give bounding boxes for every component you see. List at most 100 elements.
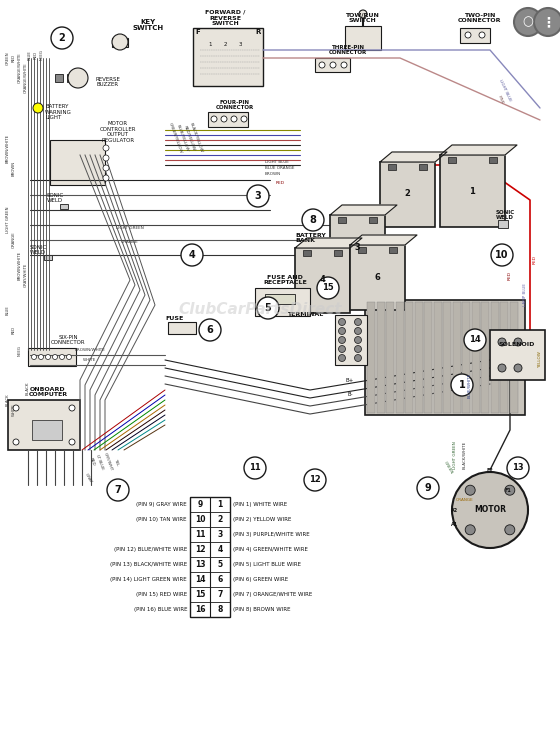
Bar (60, 204, 68, 209)
Text: (PIN 1) WHITE WIRE: (PIN 1) WHITE WIRE (233, 502, 287, 507)
Text: YELLOW: YELLOW (538, 351, 542, 369)
Circle shape (465, 32, 471, 38)
Bar (28, 348, 76, 366)
Text: LIGHT GREEN: LIGHT GREEN (453, 441, 457, 469)
Circle shape (39, 354, 44, 360)
Text: 1: 1 (459, 380, 465, 390)
Circle shape (59, 354, 64, 360)
Text: 2: 2 (223, 43, 227, 48)
Text: FORWARD /
REVERSE
SWITCH: FORWARD / REVERSE SWITCH (205, 10, 245, 26)
Circle shape (452, 472, 528, 548)
Bar (365, 300, 525, 415)
Text: TERMINAL: TERMINAL (287, 313, 323, 318)
Bar (168, 322, 196, 334)
Text: 11: 11 (195, 530, 206, 539)
Text: A2: A2 (451, 507, 459, 513)
Text: NEEG: NEEG (18, 345, 22, 356)
Polygon shape (350, 235, 417, 245)
Text: MOTOR
CONTROLLER
OUTPUT
REGULATOR: MOTOR CONTROLLER OUTPUT REGULATOR (100, 121, 136, 143)
Bar (440, 155, 505, 227)
Text: 12: 12 (309, 475, 321, 484)
Text: RED: RED (12, 326, 16, 334)
Circle shape (211, 116, 217, 122)
Text: 13: 13 (512, 463, 524, 472)
Bar (448, 157, 456, 163)
Text: (PIN 10) TAN WIRE: (PIN 10) TAN WIRE (137, 517, 187, 522)
Text: LAMP BLUE: LAMP BLUE (523, 283, 527, 307)
Text: 7: 7 (115, 485, 122, 495)
Circle shape (317, 277, 339, 299)
Text: 5: 5 (217, 560, 222, 569)
Text: WHITE: WHITE (12, 404, 16, 416)
Text: RED: RED (34, 51, 38, 59)
Circle shape (107, 479, 129, 501)
Bar (255, 288, 310, 316)
Text: 1: 1 (217, 500, 223, 509)
Bar (50, 140, 105, 185)
Text: LIGHT BLUE: LIGHT BLUE (498, 78, 512, 101)
Bar (358, 247, 366, 253)
Bar (414, 302, 422, 413)
Text: 6: 6 (374, 272, 380, 281)
Text: BLACK: BLACK (26, 381, 30, 395)
Text: 7: 7 (217, 590, 223, 599)
Circle shape (354, 354, 362, 362)
Bar (481, 302, 489, 413)
Text: BLACK: BLACK (6, 394, 10, 407)
Text: FUSE: FUSE (166, 316, 184, 321)
Circle shape (67, 354, 72, 360)
Text: 6: 6 (217, 575, 223, 584)
Text: LIGHT GREEN: LIGHT GREEN (116, 226, 144, 230)
Text: (PIN 12) BLUE/WHITE WIRE: (PIN 12) BLUE/WHITE WIRE (114, 547, 187, 552)
Text: RED: RED (88, 457, 95, 467)
Bar (419, 164, 427, 170)
Text: A1: A1 (451, 522, 459, 527)
Text: NEEG: NEEG (40, 49, 44, 60)
Text: YEL: YEL (113, 458, 119, 466)
Text: BROWN/WHITE: BROWN/WHITE (6, 134, 10, 163)
Bar (295, 248, 350, 313)
Text: SONIC
WELD: SONIC WELD (496, 210, 515, 220)
Circle shape (338, 327, 346, 334)
Bar (498, 220, 508, 228)
Text: 8: 8 (310, 215, 316, 225)
Text: THREE-PIN
CONNECTOR: THREE-PIN CONNECTOR (329, 45, 367, 55)
Text: (PIN 5) LIGHT BLUE WIRE: (PIN 5) LIGHT BLUE WIRE (233, 562, 301, 567)
Circle shape (354, 327, 362, 334)
Text: MOTOR: MOTOR (474, 506, 506, 515)
Text: TOW/RUN
SWITCH: TOW/RUN SWITCH (345, 13, 379, 23)
Circle shape (354, 336, 362, 343)
Bar (32, 420, 62, 440)
Text: RED: RED (276, 181, 284, 185)
Circle shape (68, 68, 88, 88)
Text: R: R (255, 29, 261, 35)
Text: GREEN: GREEN (6, 51, 10, 65)
Bar (369, 217, 377, 223)
Bar (335, 315, 367, 365)
Text: BATTERY
WARNING
LIGHT: BATTERY WARNING LIGHT (45, 104, 72, 120)
Text: (PIN 7) ORANGE/WHITE WIRE: (PIN 7) ORANGE/WHITE WIRE (233, 592, 312, 597)
Text: SONIC
WELD: SONIC WELD (46, 192, 64, 204)
Bar (334, 250, 342, 256)
Bar (376, 302, 385, 413)
Bar (303, 250, 311, 256)
Circle shape (359, 10, 367, 18)
Text: 15: 15 (195, 590, 205, 599)
Circle shape (103, 175, 109, 181)
Text: KEY
SWITCH: KEY SWITCH (132, 19, 164, 31)
Circle shape (330, 62, 336, 68)
Text: 14: 14 (195, 575, 206, 584)
Circle shape (218, 468, 342, 592)
Text: LIGHT BLUE: LIGHT BLUE (265, 160, 289, 164)
Circle shape (417, 477, 439, 499)
Circle shape (514, 338, 522, 346)
Bar (190, 497, 230, 617)
Circle shape (465, 524, 475, 535)
Text: GREEN: GREEN (442, 461, 454, 475)
Text: (PIN 15) RED WIRE: (PIN 15) RED WIRE (136, 592, 187, 597)
Circle shape (507, 457, 529, 479)
Text: LIGHT GREEN: LIGHT GREEN (6, 207, 10, 233)
Text: F: F (195, 29, 200, 35)
Text: 4: 4 (217, 545, 223, 554)
Circle shape (464, 329, 486, 351)
